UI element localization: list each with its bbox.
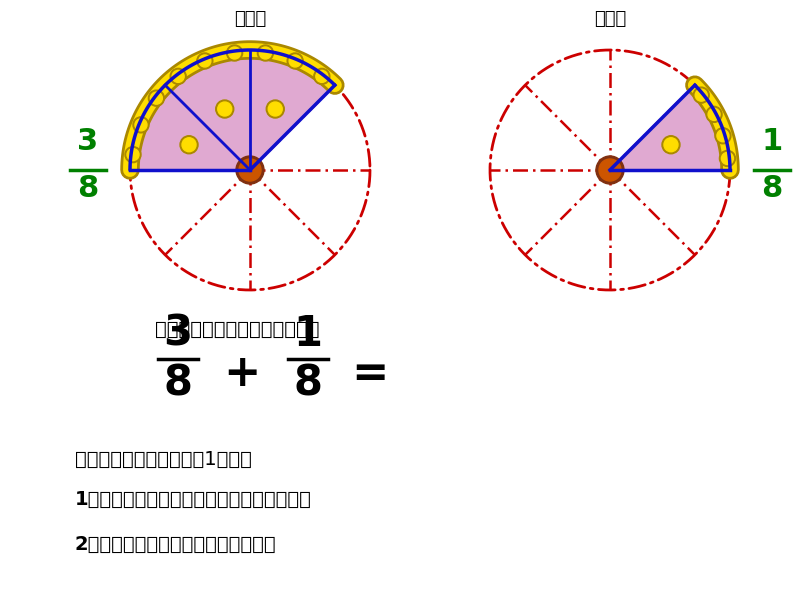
Circle shape [268,102,282,116]
Circle shape [266,100,284,118]
Circle shape [133,117,149,133]
Text: 小组交流：（完成学习单1内容）: 小组交流：（完成学习单1内容） [75,450,252,469]
Circle shape [197,53,213,69]
Circle shape [199,55,211,67]
Circle shape [722,152,734,164]
Text: 3: 3 [78,127,98,156]
Circle shape [599,159,621,181]
Text: 2、小组内讨论，组长记录讨论结果。: 2、小组内讨论，组长记录讨论结果。 [75,535,277,554]
Text: 8: 8 [762,174,782,203]
Circle shape [127,149,139,161]
Text: 妈妈：: 妈妈： [594,10,626,28]
Circle shape [664,138,678,152]
Circle shape [226,45,242,61]
Text: 3: 3 [163,313,193,355]
Circle shape [229,47,241,59]
Circle shape [706,106,722,122]
Circle shape [180,136,198,154]
Text: +: + [223,352,261,395]
Circle shape [150,92,162,104]
Text: 8: 8 [163,363,193,405]
Circle shape [148,90,164,106]
Text: =: = [351,352,389,395]
Circle shape [662,136,680,154]
Circle shape [216,100,234,118]
Circle shape [258,45,274,61]
Circle shape [218,102,232,116]
Circle shape [695,89,707,101]
Text: 1、可以利用学具折一折、画一画、涂一涂。: 1、可以利用学具折一折、画一画、涂一涂。 [75,490,312,509]
Circle shape [259,47,271,59]
Circle shape [236,156,264,184]
Circle shape [314,68,330,85]
Circle shape [719,151,735,166]
Circle shape [708,109,720,121]
Polygon shape [610,85,730,170]
Circle shape [239,159,261,181]
Circle shape [694,87,710,103]
Polygon shape [250,50,335,170]
Text: 爸爸：: 爸爸： [234,10,266,28]
Text: 1: 1 [294,313,322,355]
Circle shape [316,70,328,82]
Circle shape [182,138,196,152]
Circle shape [715,128,731,144]
Circle shape [135,119,147,131]
Circle shape [125,146,141,163]
Circle shape [172,70,184,82]
Circle shape [289,55,301,67]
Circle shape [596,156,624,184]
Circle shape [170,68,186,85]
Text: 1: 1 [762,127,782,156]
Circle shape [287,53,303,69]
Text: 爸爸和妈妈一共吃了多少张饼？: 爸爸和妈妈一共吃了多少张饼？ [155,320,319,339]
Polygon shape [165,50,250,170]
Text: 8: 8 [78,174,98,203]
Circle shape [717,130,729,142]
Polygon shape [130,85,250,170]
Text: 8: 8 [294,363,322,405]
